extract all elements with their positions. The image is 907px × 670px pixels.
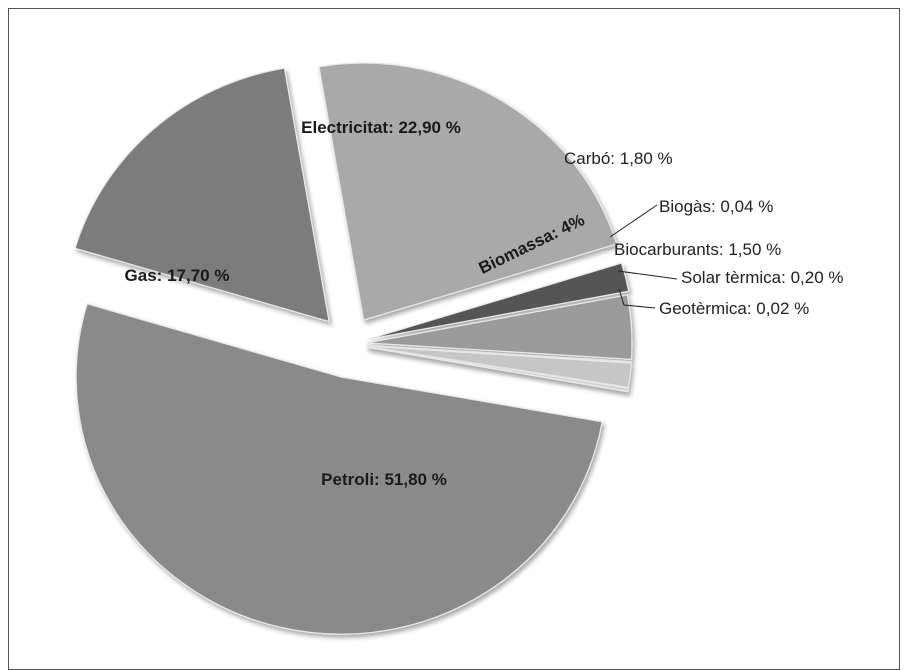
chart-frame: Petroli: 51,80 % Gas: 17,70 % Electricitat… bbox=[8, 8, 900, 670]
slice-label-biog-s: Biogàs: 0,04 % bbox=[659, 197, 773, 216]
slice-label-biocarburants: Biocarburants: 1,50 % bbox=[614, 240, 781, 259]
slice-label-electricitat: Electricitat: 22,90 % bbox=[301, 118, 461, 137]
leader-line-geot-rmica bbox=[618, 288, 656, 309]
pie-chart: Petroli: 51,80 % Gas: 17,70 % Electricitat… bbox=[74, 62, 844, 635]
pie-slice-petroli bbox=[75, 303, 603, 635]
pie-slice-biocarburants bbox=[366, 345, 632, 388]
pie-slice-gas bbox=[74, 67, 330, 323]
pie-slice-electricitat bbox=[318, 62, 618, 321]
slice-label-gas: Gas: 17,70 % bbox=[125, 266, 230, 285]
slice-label-petroli: Petroli: 51,80 % bbox=[321, 470, 447, 489]
leader-line-biog-s bbox=[609, 204, 658, 238]
slice-label-geot-rmica: Geotèrmica: 0,02 % bbox=[659, 299, 809, 318]
pie-slice-biomassa bbox=[366, 294, 633, 360]
slice-label-solar-t-rmica: Solar tèrmica: 0,20 % bbox=[681, 268, 844, 287]
slice-label-carb-: Carbó: 1,80 % bbox=[564, 149, 673, 168]
pie-slice-geot-rmica bbox=[366, 346, 629, 393]
pie-slices bbox=[74, 62, 633, 635]
leader-line-solar-t-rmica bbox=[617, 270, 678, 280]
pie-slice-carb- bbox=[368, 262, 630, 340]
leader-lines bbox=[609, 204, 678, 309]
pie-slice-biog-s bbox=[366, 344, 633, 363]
